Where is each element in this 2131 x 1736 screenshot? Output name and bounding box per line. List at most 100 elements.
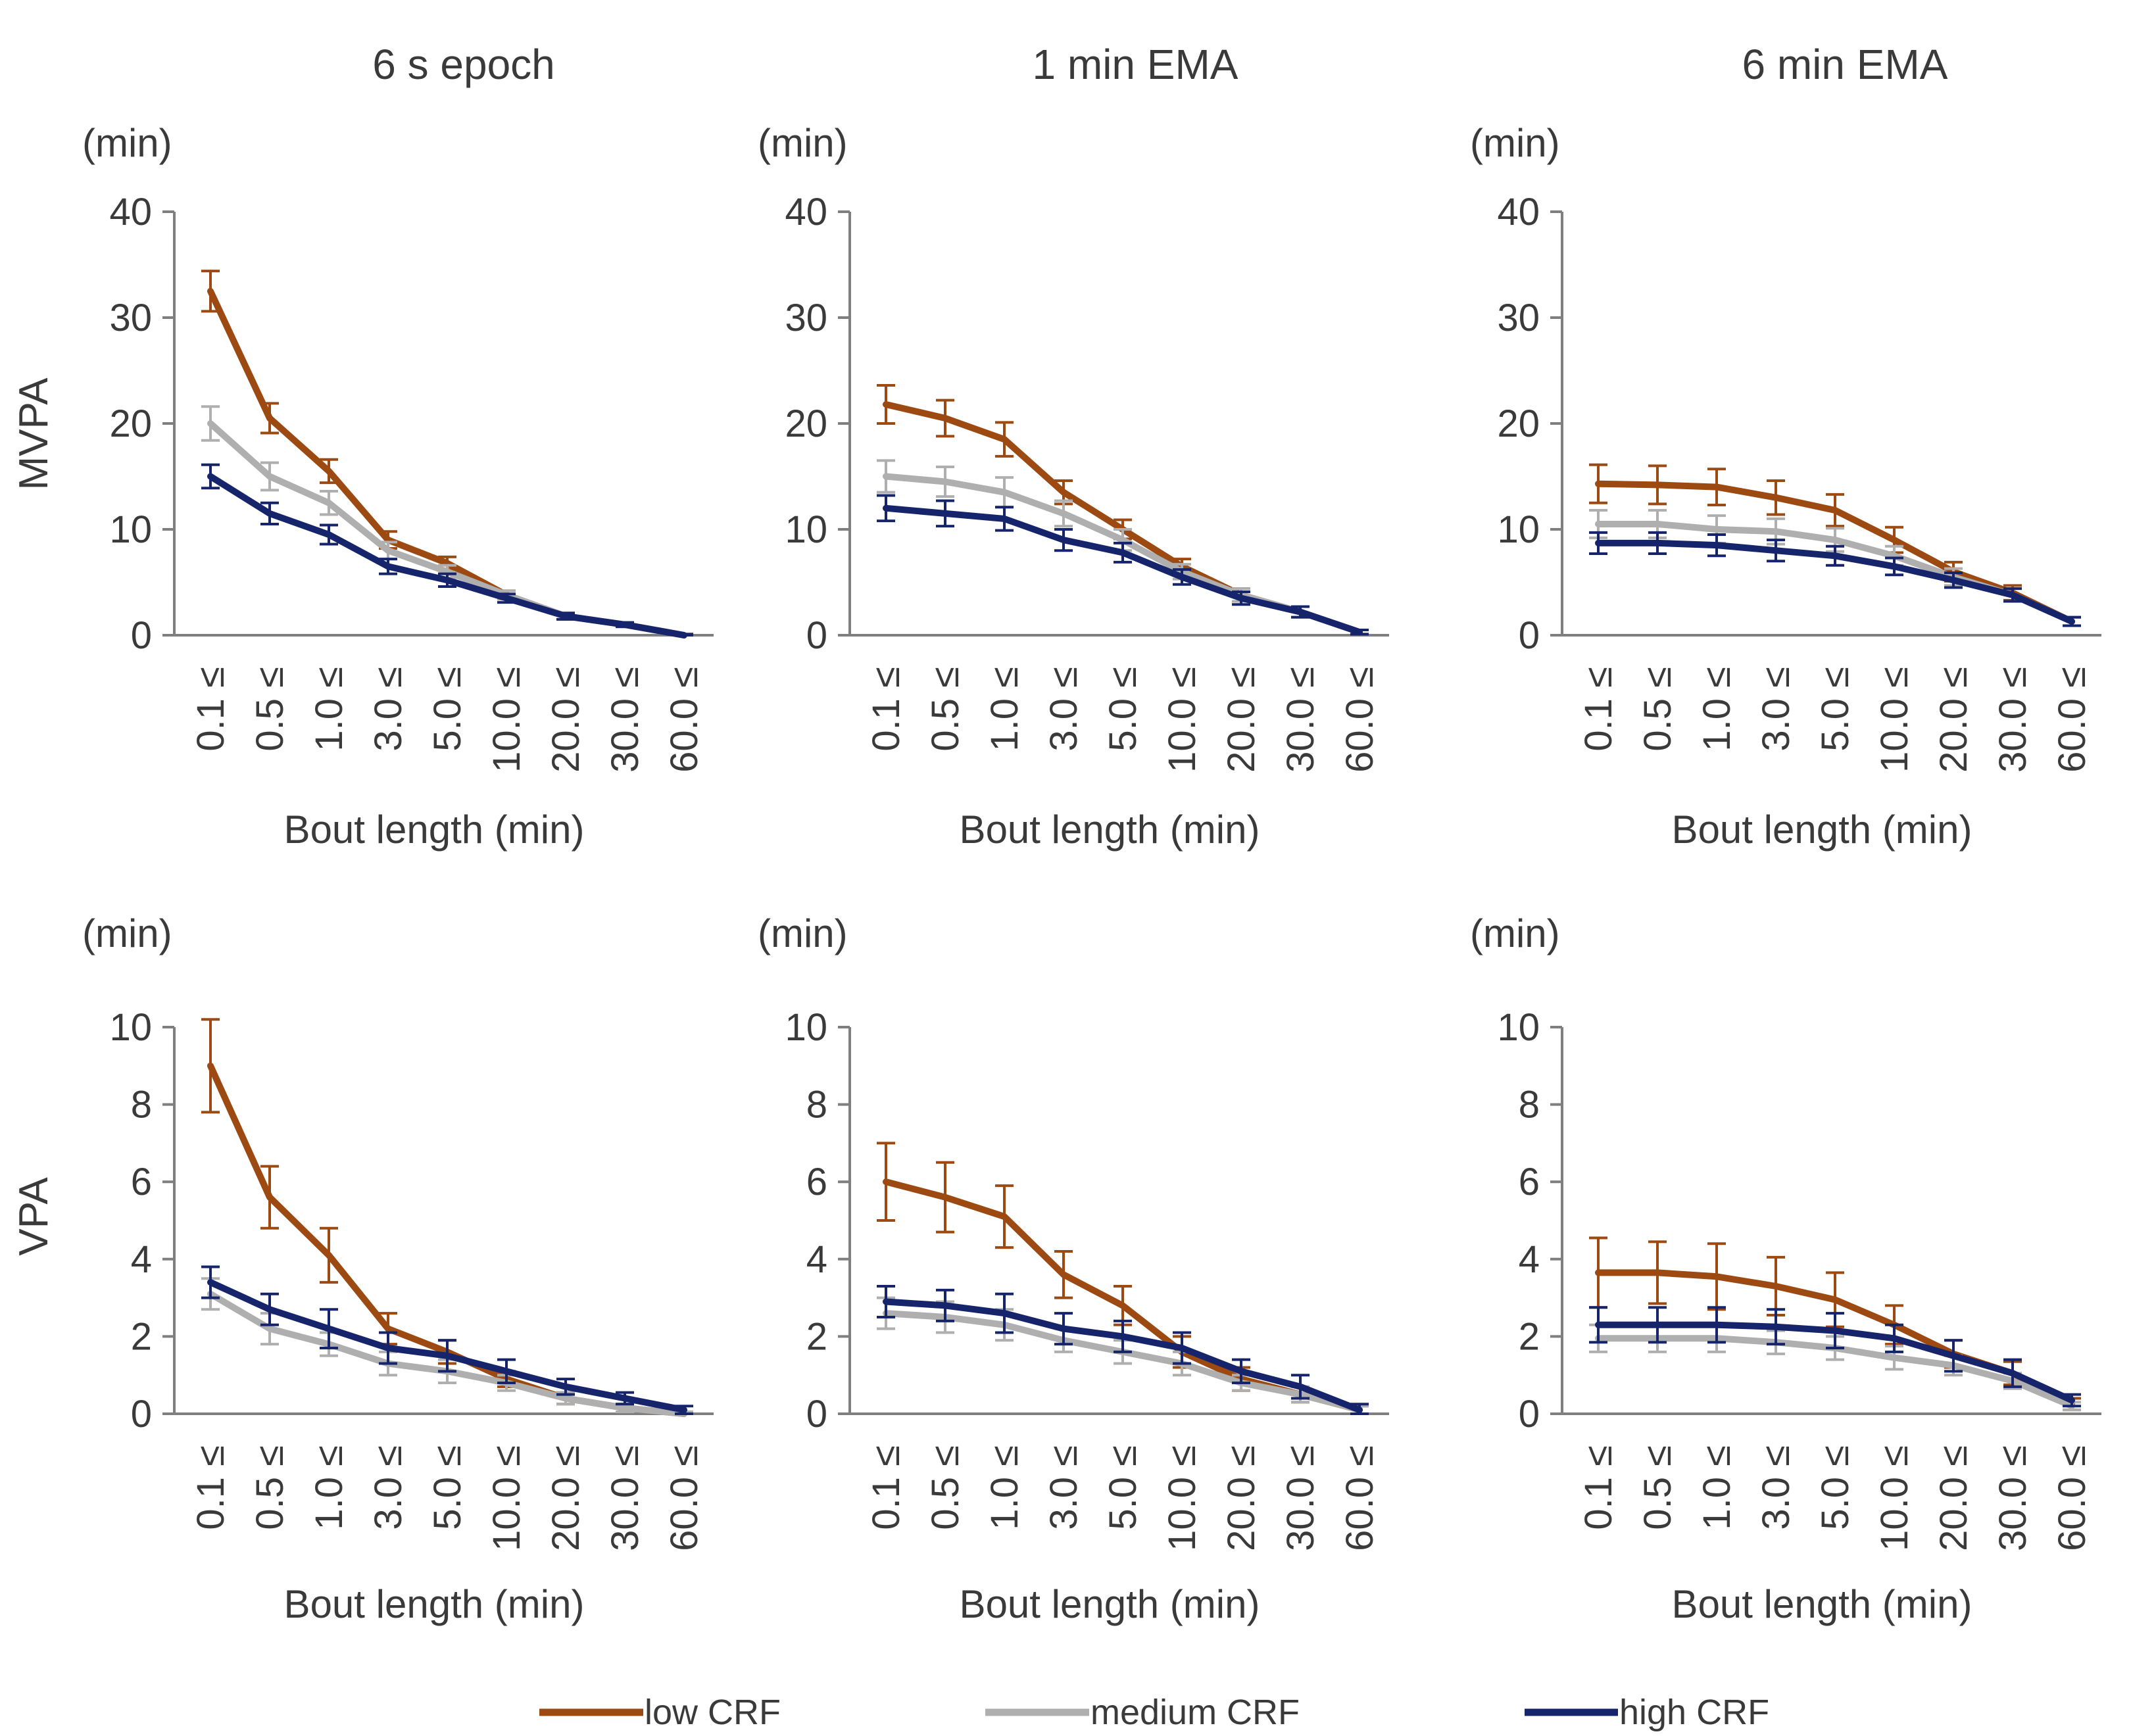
y-unit-label: (min) — [758, 911, 848, 955]
x-category-label: 10.0 ≤ — [485, 667, 528, 773]
series-high-crf — [201, 1265, 693, 1415]
y-tick-label: 2 — [1519, 1315, 1540, 1358]
x-category-label: 5.0 ≤ — [1814, 667, 1857, 752]
series-high-crf — [201, 463, 693, 639]
y-tick-label: 20 — [109, 402, 152, 445]
y-tick-label: 40 — [1497, 191, 1540, 233]
x-axis-title: Bout length (min) — [1672, 1582, 1972, 1626]
x-category-label: 60.0 ≤ — [663, 1445, 706, 1551]
x-category-label: 60.0 ≤ — [2051, 1445, 2094, 1551]
x-category-label: 20.0 ≤ — [1220, 667, 1263, 773]
chart-panel-vpa-2: (min) 0 2 4 6 8 10 0.1 ≤ 0.5 ≤ 1.0 ≤ 3.0 ≤ 5.0 ≤ 10.… — [758, 911, 1389, 1626]
series-line — [1595, 521, 2075, 625]
x-category-label: 0.1 ≤ — [1577, 1445, 1620, 1530]
y-tick-label: 0 — [1519, 614, 1540, 657]
x-category-label: 1.0 ≤ — [1696, 1445, 1738, 1530]
x-category-label: 30.0 ≤ — [1992, 1445, 2034, 1551]
series-line — [883, 1298, 1363, 1414]
x-category-label: 20.0 ≤ — [1932, 667, 1975, 773]
x-category-label: 60.0 ≤ — [2051, 667, 2094, 773]
y-tick-label: 4 — [1519, 1238, 1540, 1281]
series-line — [883, 401, 1363, 636]
x-category-label: 3.0 ≤ — [1042, 1445, 1085, 1530]
series-medium-crf — [1589, 509, 2081, 627]
x-category-label: 1.0 ≤ — [1696, 667, 1738, 752]
x-category-label: 5.0 ≤ — [1102, 667, 1144, 752]
x-category-label: 1.0 ≤ — [983, 1445, 1026, 1530]
x-category-label: 10.0 ≤ — [485, 1445, 528, 1551]
y-tick-label: 10 — [109, 508, 152, 551]
y-tick-label: 2 — [806, 1315, 827, 1358]
column-title-6s-epoch: 6 s epoch — [372, 41, 555, 88]
row-label-mvpa: MVPA — [11, 377, 57, 491]
x-category-label: 0.1 ≤ — [189, 667, 232, 752]
x-category-label: 0.5 ≤ — [249, 1445, 291, 1530]
x-category-label: 10.0 ≤ — [1161, 1445, 1204, 1551]
x-category-label: 3.0 ≤ — [367, 1445, 410, 1530]
x-category-label: 0.1 ≤ — [865, 1445, 908, 1530]
y-tick-label: 4 — [806, 1238, 827, 1281]
row-label-vpa: VPA — [11, 1177, 57, 1256]
y-tick-label: 10 — [785, 1006, 827, 1049]
x-category-label: 1.0 ≤ — [308, 667, 351, 752]
x-category-label: 30.0 ≤ — [1992, 667, 2034, 773]
x-axis-title: Bout length (min) — [960, 808, 1260, 852]
series-high-crf — [1589, 1306, 2081, 1408]
y-tick-label: 30 — [785, 297, 827, 339]
y-tick-label: 6 — [806, 1161, 827, 1203]
y-tick-label: 2 — [131, 1315, 152, 1358]
series-line — [207, 473, 687, 639]
x-category-label: 0.5 ≤ — [249, 667, 291, 752]
series-line — [1595, 1321, 2075, 1404]
chart-panel-vpa-1: (min) 0 2 4 6 8 10 0.1 ≤ 0.5 ≤ 1.0 ≤ 3.0 ≤ 5.0 ≤ 10.… — [82, 911, 714, 1626]
y-tick-label: 10 — [1497, 508, 1540, 551]
chart-panel-mvpa-1: (min) 0 10 20 30 40 0.1 ≤ 0.5 ≤ 1.0 ≤ 3.0 ≤ 5.0 ≤ 1… — [82, 121, 714, 852]
series-line — [1595, 539, 2075, 625]
y-unit-label: (min) — [1470, 911, 1560, 955]
legend-label-high-crf: high CRF — [1619, 1693, 1769, 1732]
series-low-crf — [877, 1142, 1369, 1415]
x-category-label: 10.0 ≤ — [1161, 667, 1204, 773]
x-category-label: 10.0 ≤ — [1873, 667, 1916, 773]
x-category-label: 0.1 ≤ — [865, 667, 908, 752]
series-line — [883, 504, 1363, 636]
x-category-label: 3.0 ≤ — [1042, 667, 1085, 752]
y-tick-label: 10 — [1497, 1006, 1540, 1049]
x-category-label: 30.0 ≤ — [604, 667, 647, 773]
y-unit-label: (min) — [82, 911, 172, 955]
x-axis-title: Bout length (min) — [284, 1582, 585, 1626]
y-tick-label: 30 — [109, 297, 152, 339]
y-tick-label: 8 — [806, 1084, 827, 1126]
x-category-label: 0.1 ≤ — [189, 1445, 232, 1530]
series-high-crf — [877, 1284, 1369, 1415]
y-unit-label: (min) — [758, 121, 848, 165]
y-tick-label: 20 — [785, 402, 827, 445]
x-category-label: 0.5 ≤ — [1636, 1445, 1679, 1530]
legend-label-medium-crf: medium CRF — [1090, 1693, 1300, 1732]
x-category-label: 60.0 ≤ — [1338, 667, 1381, 773]
chart-panel-vpa-3: (min) 0 2 4 6 8 10 0.1 ≤ 0.5 ≤ 1.0 ≤ 3.0 ≤ 5.0 ≤ 10.… — [1470, 911, 2101, 1626]
x-category-label: 20.0 ≤ — [1220, 1445, 1263, 1551]
y-tick-label: 0 — [806, 614, 827, 657]
x-category-label: 20.0 ≤ — [545, 1445, 587, 1551]
x-category-label: 0.5 ≤ — [1636, 667, 1679, 752]
y-tick-label: 40 — [785, 191, 827, 233]
x-category-label: 20.0 ≤ — [1932, 1445, 1975, 1551]
y-tick-label: 40 — [109, 191, 152, 233]
y-tick-label: 4 — [131, 1238, 152, 1281]
y-tick-label: 0 — [131, 614, 152, 657]
y-tick-label: 0 — [1519, 1393, 1540, 1435]
x-axis-title: Bout length (min) — [1672, 808, 1972, 852]
x-category-label: 3.0 ≤ — [1755, 667, 1798, 752]
x-category-label: 30.0 ≤ — [604, 1445, 647, 1551]
x-category-label: 0.5 ≤ — [924, 1445, 967, 1530]
series-medium-crf — [201, 405, 693, 639]
y-tick-label: 0 — [131, 1393, 152, 1435]
x-axis-title: Bout length (min) — [284, 808, 585, 852]
x-category-label: 10.0 ≤ — [1873, 1445, 1916, 1551]
x-category-label: 5.0 ≤ — [426, 667, 469, 752]
x-category-label: 1.0 ≤ — [308, 1445, 351, 1530]
series-line — [207, 420, 687, 639]
x-axis-title: Bout length (min) — [960, 1582, 1260, 1626]
column-title-6min-ema: 6 min EMA — [1742, 41, 1948, 88]
